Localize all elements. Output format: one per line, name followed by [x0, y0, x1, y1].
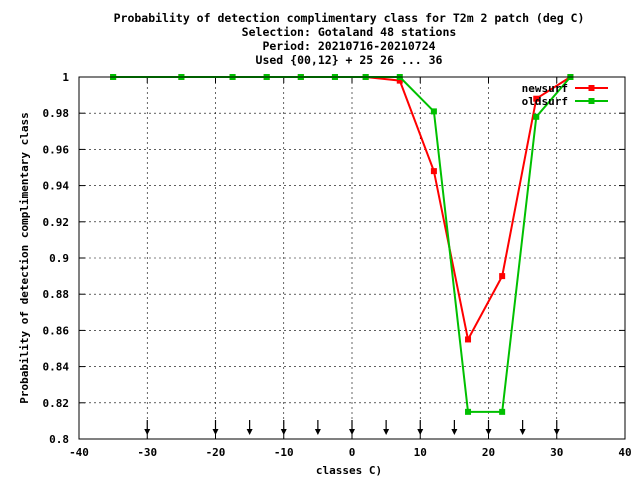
arrow-head: [246, 429, 253, 435]
data-point: [396, 77, 403, 84]
y-tick-label: 0.8: [49, 433, 69, 446]
data-point: [499, 408, 506, 415]
arrow-head: [485, 429, 492, 435]
y-tick-label: 0.84: [43, 361, 70, 374]
arrow-marker: [314, 420, 321, 435]
arrow-head: [349, 429, 355, 435]
arrow-head: [144, 429, 151, 435]
x-tick-label: -10: [274, 446, 294, 459]
plot-frame: [78, 76, 626, 440]
legend-label: newsurf: [522, 82, 568, 95]
axis-ticks: -40 -30 -20 -10 0 10 20 30 40 0.8 0.82 0.84 0.86 0.88…: [43, 71, 632, 459]
x-tick-label: -20: [206, 446, 226, 459]
arrow-marker: [383, 420, 390, 435]
y-tick-label: 0.86: [43, 324, 70, 337]
arrow-marker: [519, 420, 526, 435]
x-tick-label: -40: [69, 446, 89, 459]
y-tick-label: 0.9: [49, 252, 69, 265]
legend-marker: [588, 85, 595, 91]
x-tick-label: 10: [414, 446, 427, 459]
chart-title: Probability of detection complimentary c…: [114, 11, 585, 67]
x-tick-label: -30: [137, 446, 157, 459]
title-line-4: Used {00,12} + 25 26 ... 36: [256, 53, 443, 67]
arrow-marker: [280, 420, 287, 435]
arrow-marker: [417, 420, 424, 435]
arrow-head: [519, 429, 526, 435]
legend-label: oldsurf: [522, 95, 568, 108]
data-point: [465, 336, 472, 343]
y-tick-label: 0.88: [43, 288, 70, 301]
x-tick-label: 40: [618, 446, 631, 459]
arrow-marker: [553, 420, 560, 435]
y-tick-label: 0.82: [43, 397, 70, 410]
data-point: [430, 108, 437, 115]
series-newsurf: [110, 74, 574, 343]
arrow-marker: [349, 420, 355, 435]
y-tick-label: 0.94: [43, 180, 70, 193]
x-tick-label: 20: [482, 446, 495, 459]
series-line: [113, 76, 572, 413]
arrow-head: [314, 429, 321, 435]
series-layer: [110, 74, 574, 415]
arrow-marker: [246, 420, 253, 435]
title-line-1: Probability of detection complimentary c…: [114, 11, 585, 25]
x-tick-label: 0: [349, 446, 356, 459]
arrow-head: [383, 429, 390, 435]
arrow-marker: [212, 420, 219, 435]
x-tick-label: 30: [550, 446, 563, 459]
arrow-head: [553, 429, 560, 435]
arrow-head: [280, 429, 287, 435]
y-tick-label: 1: [62, 71, 69, 84]
data-point: [533, 113, 540, 120]
arrow-head: [212, 429, 219, 435]
arrow-marker: [451, 420, 458, 435]
y-tick-label: 0.96: [43, 143, 70, 156]
arrow-head: [417, 429, 424, 435]
arrow-marker: [485, 420, 492, 435]
title-line-3: Period: 20210716-20210724: [262, 39, 435, 53]
arrow-markers: [144, 420, 560, 435]
series-oldsurf: [110, 74, 574, 415]
grid: [79, 77, 625, 439]
series-line: [113, 76, 571, 343]
y-axis-label: Probability of detection complimentary c…: [18, 112, 31, 403]
data-point: [465, 408, 472, 415]
title-line-2: Selection: Gotaland 48 stations: [242, 25, 457, 39]
y-tick-label: 0.98: [43, 107, 70, 120]
legend-marker: [588, 98, 595, 104]
x-axis-label: classes C): [316, 464, 382, 477]
data-point: [430, 168, 437, 175]
arrow-marker: [144, 420, 151, 435]
y-tick-label: 0.92: [43, 216, 70, 229]
data-point: [533, 95, 540, 102]
arrow-head: [451, 429, 458, 435]
data-point: [499, 273, 506, 280]
